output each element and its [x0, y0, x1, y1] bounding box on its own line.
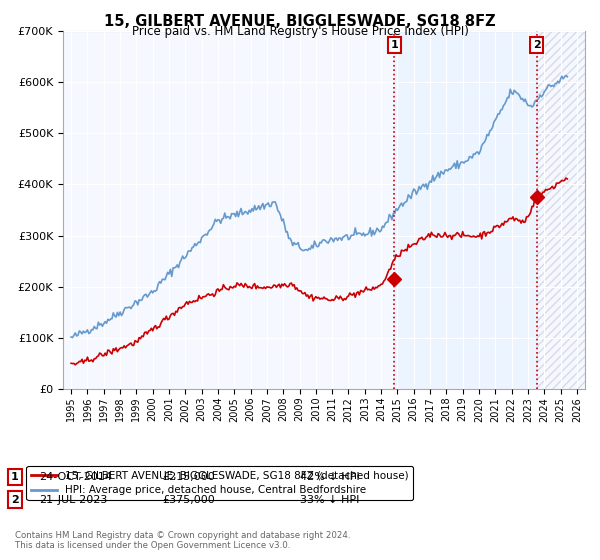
Text: 21-JUL-2023: 21-JUL-2023	[39, 494, 107, 505]
Text: 15, GILBERT AVENUE, BIGGLESWADE, SG18 8FZ: 15, GILBERT AVENUE, BIGGLESWADE, SG18 8F…	[104, 14, 496, 29]
Text: 1: 1	[11, 472, 19, 482]
Text: 2: 2	[533, 40, 541, 50]
Text: 42% ↓ HPI: 42% ↓ HPI	[300, 472, 359, 482]
Text: £215,000: £215,000	[162, 472, 215, 482]
Bar	[537, 31, 585, 389]
Text: 24-OCT-2014: 24-OCT-2014	[39, 472, 112, 482]
Text: 2: 2	[11, 494, 19, 505]
Text: 1: 1	[391, 40, 398, 50]
Legend: 15, GILBERT AVENUE, BIGGLESWADE, SG18 8FZ (detached house), HPI: Average price, : 15, GILBERT AVENUE, BIGGLESWADE, SG18 8F…	[26, 466, 413, 500]
Text: 33% ↓ HPI: 33% ↓ HPI	[300, 494, 359, 505]
Bar	[537, 31, 585, 389]
Text: Price paid vs. HM Land Registry's House Price Index (HPI): Price paid vs. HM Land Registry's House …	[131, 25, 469, 38]
Bar	[394, 31, 537, 389]
Text: £375,000: £375,000	[162, 494, 215, 505]
Text: Contains HM Land Registry data © Crown copyright and database right 2024.
This d: Contains HM Land Registry data © Crown c…	[15, 530, 350, 550]
